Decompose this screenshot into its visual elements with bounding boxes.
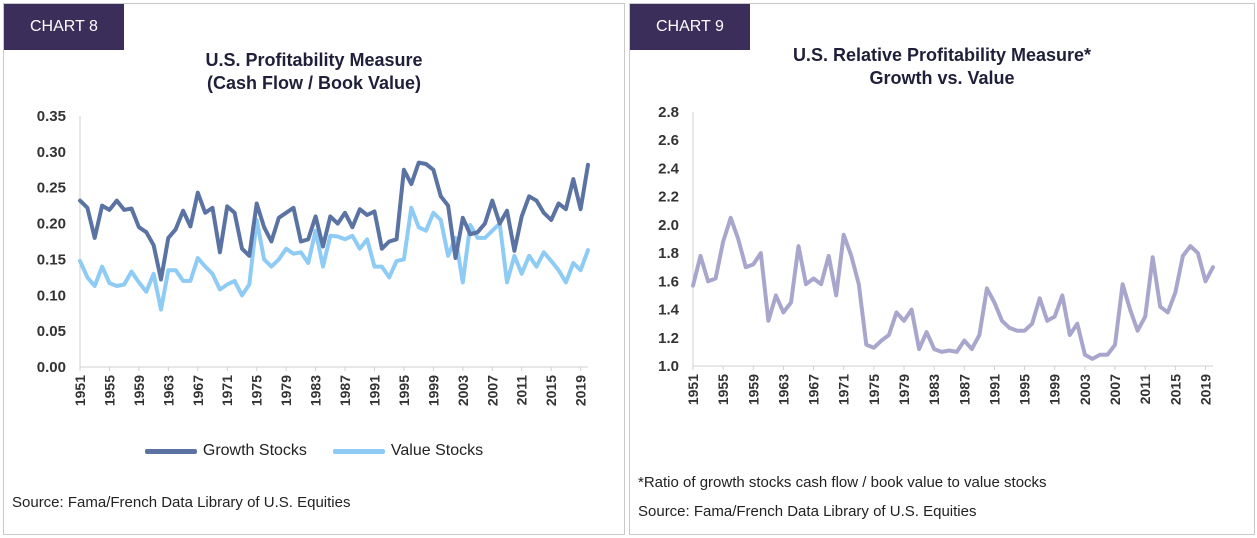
x-tick-label: 2015 [1167, 374, 1183, 405]
chart9-badge: CHART 9 [630, 4, 750, 50]
y-tick-label: 1.8 [658, 245, 679, 262]
chart9-panel: CHART 9 U.S. Relative Profitability Meas… [629, 3, 1255, 535]
legend-growth-swatch [144, 448, 197, 454]
y-tick-label: 1.4 [658, 302, 680, 319]
x-tick-label: 1951 [72, 375, 88, 406]
x-tick-label: 1995 [1017, 374, 1033, 405]
y-tick-label: 1.6 [658, 273, 679, 290]
x-tick-label: 1955 [715, 374, 731, 405]
x-tick-label: 1959 [131, 375, 147, 406]
legend-value-swatch [332, 448, 385, 454]
y-tick-label: 2.2 [658, 189, 679, 206]
x-tick-label: 1955 [101, 375, 117, 406]
x-tick-label: 2007 [484, 375, 500, 406]
chart8-title-line2: (Cash Flow / Book Value) [206, 73, 422, 93]
y-tick-label: 0.20 [37, 216, 66, 233]
x-tick-label: 1963 [160, 375, 176, 406]
x-tick-label: 2015 [543, 375, 559, 406]
x-tick-label: 1995 [396, 375, 412, 406]
chart9-title: U.S. Relative Profitability Measure* Gro… [630, 44, 1254, 90]
x-tick-label: 1971 [219, 375, 235, 406]
chart8-badge: CHART 8 [4, 4, 124, 50]
chart9-footnote: *Ratio of growth stocks cash flow / book… [638, 474, 1047, 491]
x-tick-label: 1959 [745, 374, 761, 405]
series-line-value-stocks [78, 205, 590, 312]
x-tick-label: 1999 [425, 375, 441, 406]
y-tick-label: 0.30 [37, 144, 66, 161]
y-tick-label: 0.15 [37, 251, 66, 268]
x-tick-label: 1987 [956, 374, 972, 405]
x-tick-label: 1951 [685, 374, 701, 405]
x-tick-label: 1991 [986, 374, 1002, 405]
chart9-title-line1: U.S. Relative Profitability Measure* [792, 45, 1092, 65]
chart8-panel: CHART 8 U.S. Profitability Measure (Cash… [3, 3, 625, 535]
x-tick-label: 1987 [337, 375, 353, 406]
chart9-title-line2: Growth vs. Value [869, 68, 1015, 88]
legend-growth-label: Growth Stocks [202, 442, 307, 459]
x-tick-label: 1971 [836, 374, 852, 405]
chart9-source: Source: Fama/French Data Library of U.S.… [638, 503, 977, 520]
y-tick-label: 2.0 [658, 217, 679, 234]
x-tick-label: 2019 [1197, 374, 1213, 405]
x-tick-label: 2011 [514, 375, 530, 406]
y-tick-label: 1.0 [658, 358, 679, 375]
x-tick-label: 2011 [1137, 374, 1153, 405]
y-tick-label: 2.4 [658, 160, 680, 177]
y-tick-label: 1.2 [658, 330, 679, 347]
x-tick-label: 1983 [926, 374, 942, 405]
x-tick-label: 2019 [573, 375, 589, 406]
x-tick-label: 1979 [278, 375, 294, 406]
y-tick-label: 0.25 [37, 180, 66, 197]
x-tick-label: 1983 [308, 375, 324, 406]
y-tick-label: 0.05 [37, 323, 66, 340]
x-tick-label: 1999 [1047, 374, 1063, 405]
x-tick-label: 1967 [806, 374, 822, 405]
legend-value-label: Value Stocks [390, 442, 484, 459]
chart9-plot: 1.0 1.2 1.4 1.6 1.8 2.0 2.2 2.4 2.6 2.8 1951 1955 19… [658, 104, 1215, 405]
chart8-source: Source: Fama/French Data Library of U.S.… [12, 494, 351, 511]
y-tick-label: 2.8 [658, 104, 679, 121]
series-line-ratio [691, 215, 1215, 361]
y-tick-label: 0.35 [37, 108, 66, 125]
chart8-title-line1: U.S. Profitability Measure [205, 50, 423, 70]
legend-growth-stocks: Growth Stocks [144, 442, 307, 460]
x-tick-label: 1963 [775, 374, 791, 405]
chart8-plot: 0.00 0.05 0.10 0.15 0.20 0.25 0.30 0.35 1951 1955… [37, 108, 590, 406]
x-tick-label: 2003 [1077, 374, 1093, 405]
chart8-title: U.S. Profitability Measure (Cash Flow / … [4, 49, 624, 95]
x-tick-label: 1975 [866, 374, 882, 405]
x-tick-label: 1967 [190, 375, 206, 406]
x-tick-label: 2003 [455, 375, 471, 406]
x-tick-label: 1979 [896, 374, 912, 405]
y-tick-label: 0.00 [37, 359, 66, 376]
x-tick-label: 1991 [366, 375, 382, 406]
x-tick-label: 1975 [249, 375, 265, 406]
y-tick-label: 2.6 [658, 132, 679, 149]
x-tick-label: 2007 [1107, 374, 1123, 405]
legend-value-stocks: Value Stocks [332, 442, 484, 460]
chart8-legend: Growth Stocks Value Stocks [4, 442, 624, 460]
y-tick-label: 0.10 [37, 287, 66, 304]
series-line-growth-stocks [78, 160, 590, 282]
